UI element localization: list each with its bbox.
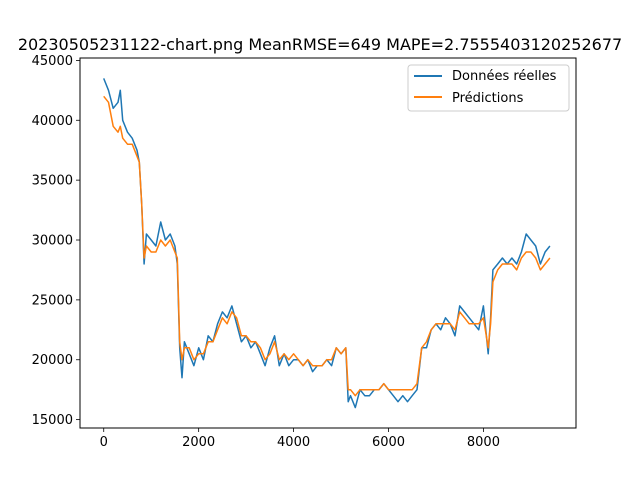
x-axis: 0 2000 4000 6000 8000 (100, 428, 500, 450)
y-tick-label: 30000 (32, 234, 73, 249)
legend-box (407, 64, 570, 112)
y-tick-label: 15000 (32, 413, 73, 428)
x-tick-label: 0 (100, 435, 108, 450)
axes-frame (79, 57, 577, 429)
y-tick-label: 40000 (32, 114, 73, 129)
chart-title: 20230505231122-chart.png MeanRMSE=649 MA… (18, 35, 622, 54)
plot-area (79, 57, 577, 429)
legend-label-actual: Données réelles (452, 69, 557, 84)
x-tick-label: 8000 (467, 435, 500, 450)
y-tick-label: 35000 (32, 174, 73, 189)
series-line-predictions (103, 95, 551, 397)
y-tick-label: 45000 (32, 54, 73, 69)
y-axis: 15000 20000 25000 30000 35000 40000 45000 (32, 54, 80, 428)
legend-label-predictions: Prédictions (452, 91, 524, 106)
y-tick-label: 20000 (32, 353, 73, 368)
x-tick-label: 6000 (372, 435, 405, 450)
y-tick-label: 25000 (32, 293, 73, 308)
series-layer (103, 78, 551, 409)
x-tick-label: 2000 (182, 435, 215, 450)
x-tick-label: 4000 (277, 435, 310, 450)
legend: Données réelles Prédictions (407, 64, 570, 112)
